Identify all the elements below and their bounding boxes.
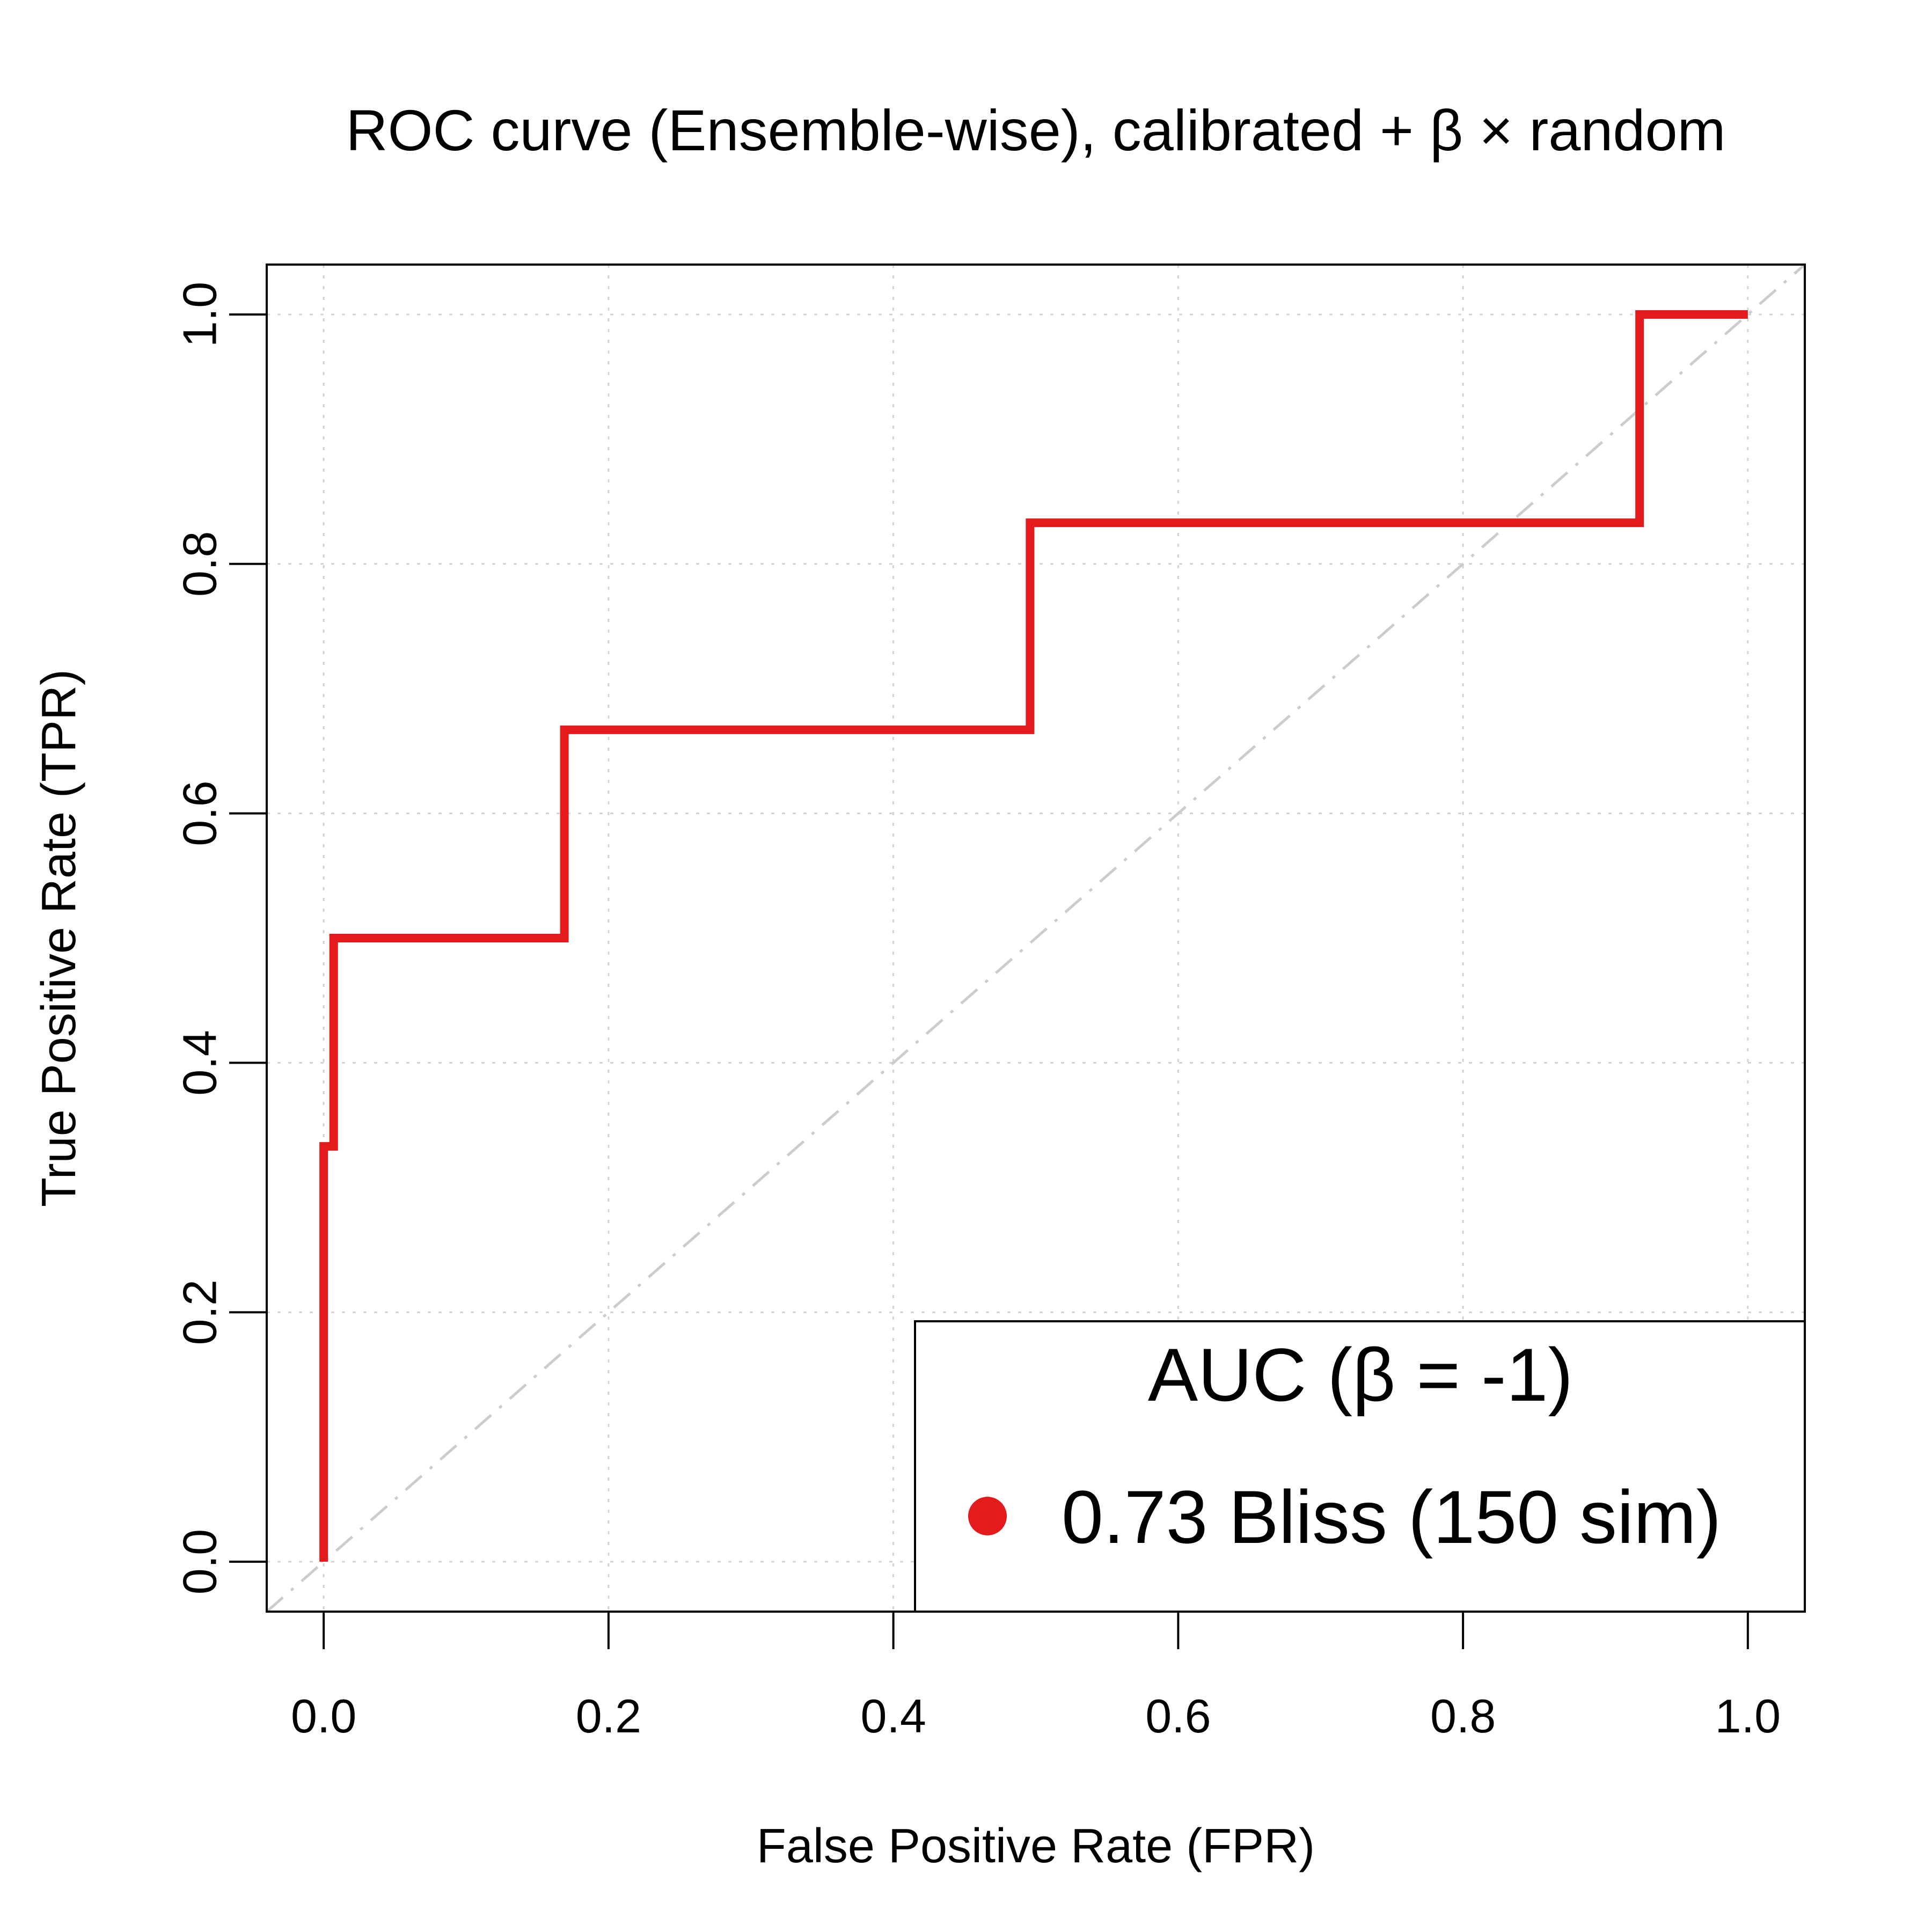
diagonal-reference — [266, 264, 1806, 1613]
series-layer — [319, 310, 1748, 1562]
legend-marker — [968, 1497, 1007, 1535]
series-line-0 — [319, 310, 1748, 1562]
y-tick-label-0: 0.0 — [173, 1529, 226, 1594]
legend-entry-label: 0.73 Bliss (150 sim) — [1062, 1475, 1721, 1559]
x-tick-label-2: 0.4 — [860, 1689, 926, 1743]
y-tick-label-5: 1.0 — [173, 282, 226, 347]
legend: AUC (β = -1) 0.73 Bliss (150 sim) — [914, 1320, 1806, 1613]
x-axis: 0.0 0.2 0.4 0.6 0.8 1.0 — [291, 1611, 1781, 1743]
y-tick-label-1: 0.2 — [173, 1279, 226, 1345]
x-tick-label-0: 0.0 — [291, 1689, 356, 1743]
y-tick-label-3: 0.6 — [173, 780, 226, 846]
legend-title: AUC (β = -1) — [1148, 1333, 1573, 1417]
x-tick-label-5: 1.0 — [1715, 1689, 1781, 1743]
chart-title: ROC curve (Ensemble-wise), calibrated + … — [346, 98, 1725, 163]
y-axis-label: True Positive Rate (TPR) — [32, 669, 86, 1207]
y-tick-label-4: 0.8 — [173, 531, 226, 597]
y-tick-label-2: 0.4 — [173, 1030, 226, 1095]
diagonal-reference-line — [266, 264, 1806, 1613]
x-tick-label-1: 0.2 — [576, 1689, 641, 1743]
x-tick-label-3: 0.6 — [1145, 1689, 1211, 1743]
x-axis-label: False Positive Rate (FPR) — [757, 1819, 1315, 1873]
legend-box — [914, 1320, 1806, 1613]
y-axis: 0.0 0.2 0.4 0.6 0.8 1.0 — [173, 282, 268, 1594]
x-tick-label-4: 0.8 — [1430, 1689, 1496, 1743]
